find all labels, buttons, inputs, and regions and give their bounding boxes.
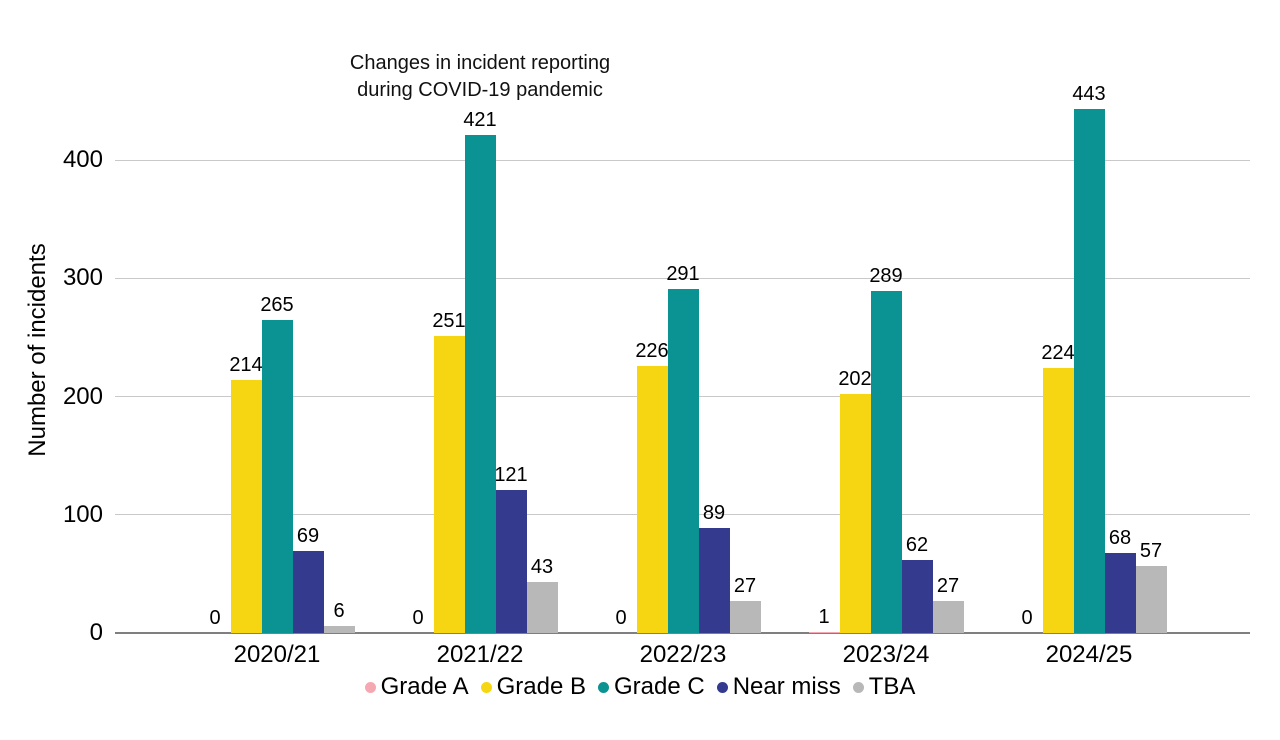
x-axis-category-label-2024-25: 2024/25 bbox=[1045, 641, 1133, 668]
legend-dot-tba bbox=[852, 681, 864, 693]
y-tick-label-300: 300 bbox=[62, 264, 103, 292]
bar-value-label-grade-b-2020-21: 214 bbox=[229, 353, 263, 376]
legend-item-grade-a: Grade A bbox=[364, 673, 469, 701]
legend-dot-grade-a bbox=[364, 681, 376, 693]
chart-annotation: Changes in incident reporting during COV… bbox=[330, 50, 630, 104]
bar-near-miss-2024-25 bbox=[1104, 552, 1136, 633]
bar-grade-c-2023-24 bbox=[870, 291, 902, 633]
bar-value-label-grade-a-2023-24: 1 bbox=[818, 605, 830, 628]
legend-item-grade-c: Grade C bbox=[598, 673, 705, 701]
x-axis-category-label-2022-23: 2022/23 bbox=[639, 641, 727, 668]
bar-grade-a-2023-24 bbox=[808, 631, 840, 633]
legend-label-tba: TBA bbox=[868, 673, 916, 700]
bar-grade-b-2022-23 bbox=[636, 365, 668, 633]
legend-label-grade-a: Grade A bbox=[380, 673, 469, 700]
bar-grade-c-2022-23 bbox=[667, 288, 699, 633]
bar-grade-c-2021-22 bbox=[464, 135, 496, 633]
bar-near-miss-2021-22 bbox=[495, 489, 527, 633]
bar-value-label-grade-c-2020-21: 265 bbox=[260, 293, 294, 316]
gridline bbox=[115, 277, 1250, 279]
bar-value-label-grade-c-2022-23: 291 bbox=[666, 262, 700, 285]
annotation-line-2: during COVID-19 pandemic bbox=[357, 79, 603, 101]
bar-value-label-near-miss-2024-25: 68 bbox=[1108, 526, 1132, 549]
legend-label-grade-b: Grade B bbox=[496, 673, 587, 700]
legend-dot-grade-c bbox=[598, 681, 610, 693]
bar-value-label-grade-c-2024-25: 443 bbox=[1072, 83, 1106, 106]
legend-item-near-miss: Near miss bbox=[716, 673, 841, 701]
bar-value-label-tba-2020-21: 6 bbox=[333, 599, 345, 622]
legend: Grade A Grade B Grade C Near miss TBA bbox=[0, 673, 1280, 701]
bar-value-label-grade-b-2024-25: 224 bbox=[1041, 342, 1075, 365]
bar-value-label-grade-a-2024-25: 0 bbox=[1021, 607, 1033, 629]
bar-value-label-grade-b-2021-22: 251 bbox=[432, 310, 466, 333]
bar-tba-2024-25 bbox=[1135, 565, 1167, 633]
legend-label-near-miss: Near miss bbox=[732, 673, 841, 700]
bar-grade-b-2023-24 bbox=[839, 394, 871, 633]
y-tick-label-200: 200 bbox=[62, 382, 103, 410]
bar-value-label-tba-2023-24: 27 bbox=[936, 575, 960, 598]
y-tick-label-100: 100 bbox=[62, 500, 103, 528]
y-tick-label-400: 400 bbox=[62, 146, 103, 173]
bar-near-miss-2023-24 bbox=[901, 559, 933, 633]
bar-grade-b-2020-21 bbox=[230, 379, 262, 633]
legend-label-grade-c: Grade C bbox=[614, 673, 705, 700]
bar-value-label-grade-a-2021-22: 0 bbox=[412, 607, 424, 629]
x-axis-category-label-2023-24: 2023/24 bbox=[842, 641, 930, 668]
x-axis-category-label-2021-22: 2021/22 bbox=[436, 641, 524, 668]
legend-item-grade-b: Grade B bbox=[480, 673, 587, 701]
x-axis-line bbox=[115, 632, 1250, 634]
bar-value-label-tba-2022-23: 27 bbox=[733, 575, 757, 598]
annotation-line-1: Changes in incident reporting bbox=[349, 52, 611, 74]
bar-value-label-near-miss-2021-22: 121 bbox=[494, 463, 528, 486]
bar-value-label-tba-2024-25: 57 bbox=[1139, 539, 1163, 562]
x-axis-category-label-2020-21: 2020/21 bbox=[233, 641, 321, 668]
legend-dot-grade-b bbox=[480, 681, 492, 693]
bar-value-label-grade-c-2021-22: 421 bbox=[463, 109, 497, 132]
bar-tba-2021-22 bbox=[526, 582, 558, 633]
bar-tba-2023-24 bbox=[932, 601, 964, 633]
bar-tba-2022-23 bbox=[729, 601, 761, 633]
gridline bbox=[115, 159, 1250, 161]
bar-grade-b-2024-25 bbox=[1042, 368, 1074, 633]
bar-value-label-grade-b-2022-23: 226 bbox=[635, 339, 669, 362]
bar-near-miss-2022-23 bbox=[698, 527, 730, 633]
bar-value-label-near-miss-2020-21: 69 bbox=[296, 525, 320, 548]
bar-grade-c-2020-21 bbox=[261, 319, 293, 633]
bar-value-label-grade-a-2022-23: 0 bbox=[615, 607, 627, 629]
bar-value-label-grade-b-2023-24: 202 bbox=[838, 368, 872, 391]
bar-grade-b-2021-22 bbox=[433, 336, 465, 633]
y-tick-label-0: 0 bbox=[89, 619, 103, 646]
bar-value-label-tba-2021-22: 43 bbox=[530, 556, 554, 579]
bar-tba-2020-21 bbox=[323, 625, 355, 633]
bar-value-label-grade-a-2020-21: 0 bbox=[209, 607, 221, 629]
bar-value-label-near-miss-2022-23: 89 bbox=[702, 501, 726, 524]
legend-dot-near-miss bbox=[716, 681, 728, 693]
bar-near-miss-2020-21 bbox=[292, 551, 324, 633]
legend-item-tba: TBA bbox=[852, 673, 916, 701]
bar-value-label-grade-c-2023-24: 289 bbox=[869, 265, 903, 288]
bar-value-label-near-miss-2023-24: 62 bbox=[905, 533, 929, 556]
bar-grade-c-2024-25 bbox=[1073, 109, 1105, 633]
